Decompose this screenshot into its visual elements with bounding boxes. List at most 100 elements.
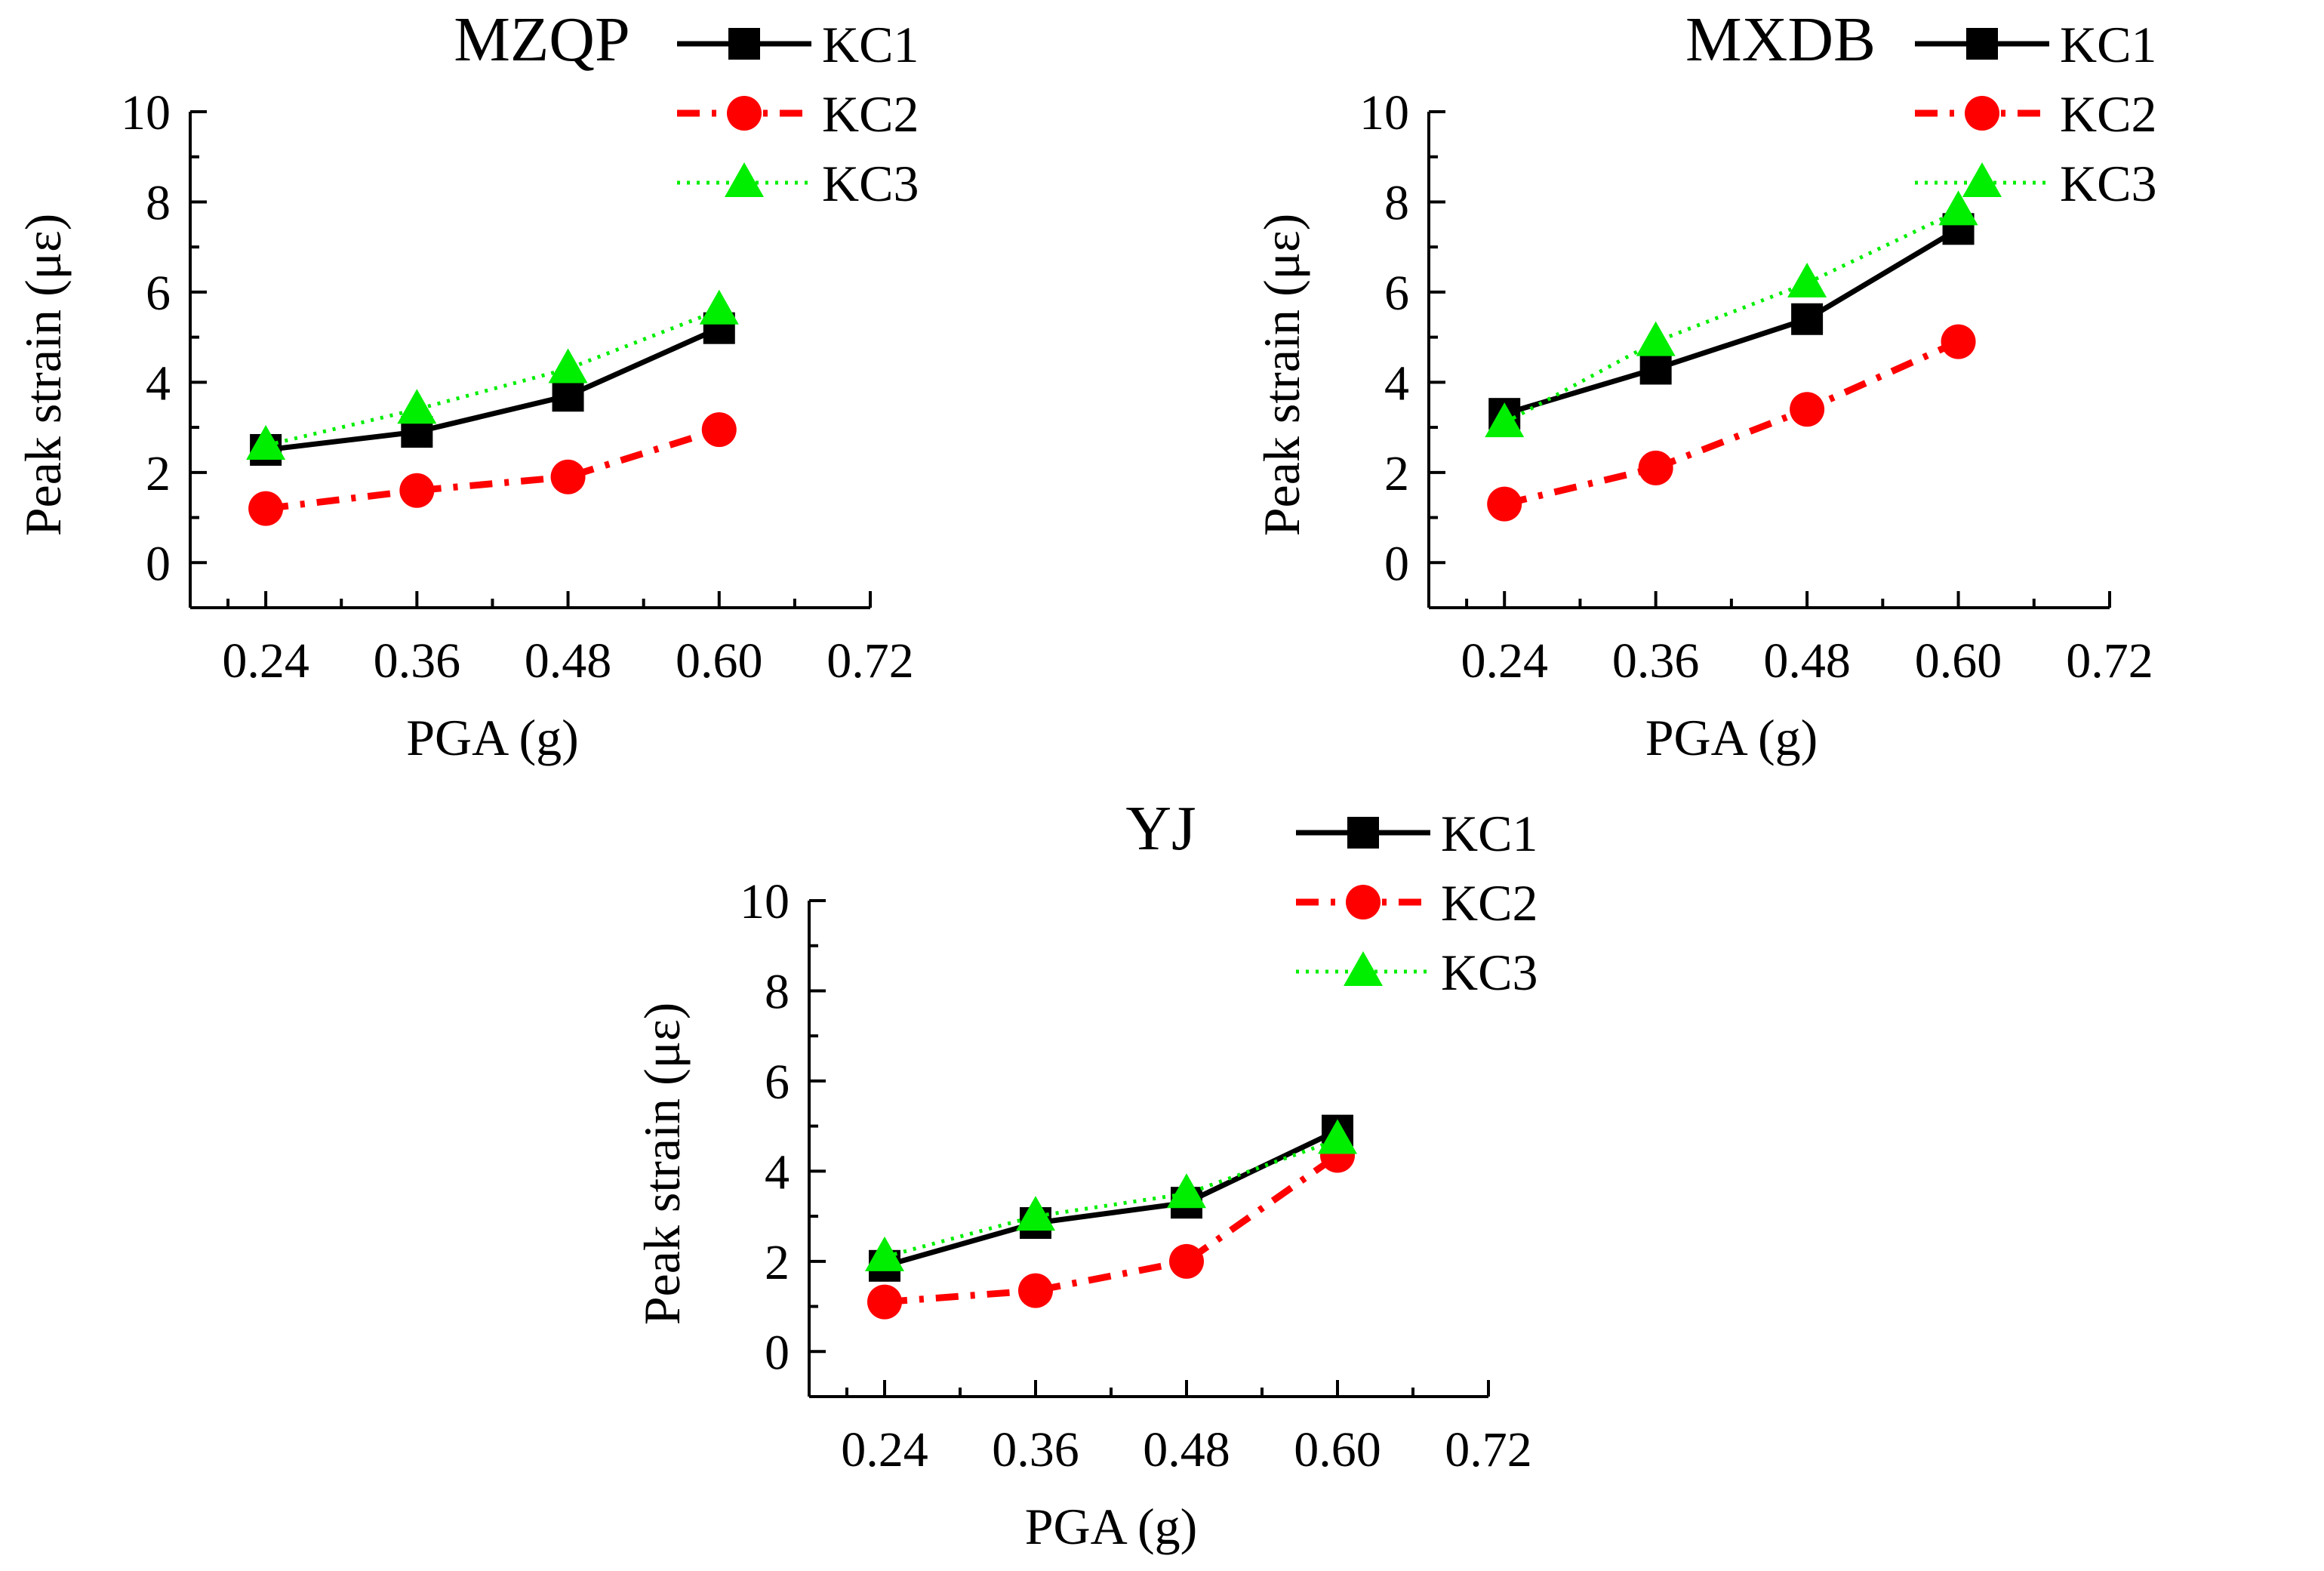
x-tick-label: 0.72 [826,633,914,688]
y-tick-label: 4 [1384,356,1409,411]
x-tick-label: 0.24 [1461,633,1548,688]
x-tick-label: 0.48 [525,633,612,688]
legend-label: KC2 [1441,874,1538,932]
x-tick-label: 0.36 [992,1422,1079,1477]
data-point-marker [248,491,284,526]
chart-title: MZQP [454,5,629,75]
y-tick-label: 6 [765,1055,790,1110]
y-axis-label: Peak strain (με) [14,214,72,537]
data-point-marker [1636,321,1676,356]
y-tick-label: 10 [740,874,790,929]
data-point-marker [1938,190,1978,226]
data-point-marker [701,412,737,448]
x-tick-label: 0.36 [374,633,461,688]
series-line [265,308,720,448]
data-point-marker [1639,353,1672,385]
y-tick-label: 8 [765,964,790,1019]
panel-yj: 0 2 4 6 8 10 0.24 0.36 0.48 0.60 0.72 YJ PGA (g) Peak… [633,793,1538,1555]
x-tick-label: 0.60 [676,633,763,688]
data-point-marker [867,1284,902,1320]
data-point-marker [1318,1119,1357,1154]
series-kc3: KC3 [1485,155,2156,438]
data-point-marker [1167,1173,1206,1209]
legend-label: KC3 [1441,944,1538,1001]
legend-label: KC3 [822,155,919,212]
y-tick-label: 10 [1359,85,1409,140]
legend-label: KC2 [2060,85,2156,143]
x-tick-label: 0.72 [2066,633,2153,688]
y-tick-label: 2 [765,1235,790,1290]
y-tick-label: 2 [1384,446,1409,501]
x-tick-label: 0.24 [841,1422,928,1477]
data-point-marker [1787,262,1827,297]
legend-label: KC2 [822,85,919,143]
data-point-marker [865,1236,904,1271]
legend-marker [727,96,762,131]
data-point-marker [397,389,437,424]
y-tick-label: 0 [765,1325,790,1380]
data-point-marker [1485,402,1525,438]
chart-title: YJ [1125,793,1196,864]
legend-marker [1347,817,1379,849]
series-kc3: KC3 [865,944,1538,1271]
data-point-marker [1487,486,1522,522]
legend-label: KC1 [822,16,919,73]
data-point-marker [552,380,584,412]
legend-marker [1346,885,1381,919]
legend-label: KC1 [2060,16,2156,73]
data-point-marker [1018,1273,1053,1308]
data-point-marker [1638,450,1673,485]
y-tick-label: 2 [146,446,171,501]
data-point-marker [548,348,588,384]
legend-marker [1966,28,1998,60]
series-line [265,325,721,453]
x-axis-label: PGA (g) [1645,709,1818,766]
legend-label: KC3 [2060,155,2156,212]
series-kc1: KC1 [250,16,919,466]
y-tick-label: 6 [1384,266,1409,321]
y-tick-label: 4 [765,1144,790,1200]
y-tick-label: 8 [146,175,171,230]
y-tick-label: 0 [1384,536,1409,591]
x-tick-label: 0.72 [1445,1422,1532,1477]
data-point-marker [246,424,286,460]
series-kc1: KC1 [869,805,1538,1282]
data-point-marker [550,459,586,494]
chart-title: MXDB [1685,5,1876,75]
series-line [1504,226,1960,417]
y-tick-label: 6 [146,266,171,321]
y-tick-label: 4 [146,356,171,411]
series-line [884,1138,1338,1259]
panel-mzqp: 0 2 4 6 8 10 0.24 0.36 0.48 0.60 0.72 MZQP PGA (g) Pe… [14,5,919,766]
x-tick-label: 0.36 [1612,633,1700,688]
data-point-marker [1016,1196,1055,1231]
y-axis-label: Peak strain (με) [633,1003,691,1326]
series-kc2: KC2 [867,874,1538,1320]
x-tick-label: 0.60 [1915,633,2002,688]
y-axis-label: Peak strain (με) [1253,214,1310,537]
legend-marker [1344,951,1383,986]
data-point-marker [1941,324,1976,359]
series-kc2: KC2 [248,85,919,526]
data-point-marker [699,289,739,325]
y-tick-label: 10 [121,85,171,140]
data-point-marker [1169,1243,1204,1279]
x-axis-label: PGA (g) [1025,1498,1198,1555]
series-kc2: KC2 [1487,85,2156,522]
x-tick-label: 0.48 [1763,633,1851,688]
data-point-marker [1790,392,1825,427]
series-kc3: KC3 [246,155,919,460]
series-line [884,1128,1339,1269]
legend-marker [1965,96,1999,131]
x-tick-label: 0.60 [1294,1422,1381,1477]
series-line [884,1152,1340,1306]
legend-marker [728,28,760,60]
y-tick-label: 0 [146,536,171,591]
x-tick-label: 0.48 [1143,1422,1230,1477]
data-point-marker [399,473,435,508]
x-tick-label: 0.24 [222,633,309,688]
x-axis-label: PGA (g) [406,709,579,766]
data-point-marker [1791,303,1824,335]
legend-label: KC1 [1441,805,1538,862]
